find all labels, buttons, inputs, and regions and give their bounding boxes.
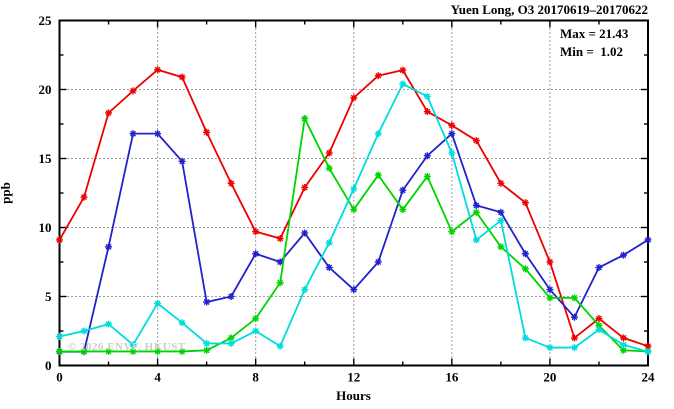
series-day-2-blue	[56, 130, 652, 356]
series-day-4-cyan-markers	[56, 80, 652, 356]
min-value-label: Min = 1.02	[560, 43, 624, 59]
series-day-3-green-markers	[56, 114, 652, 355]
y-tick-label: 5	[45, 289, 52, 304]
series-day-3-green	[56, 114, 652, 355]
x-tick-label: 0	[56, 370, 63, 385]
y-tick-label: 15	[39, 151, 53, 166]
maxmin-annotation: Max = 21.43 Min = 1.02	[560, 25, 628, 60]
series-day-4-cyan-line	[59, 82, 649, 353]
y-tick-label: 20	[39, 82, 52, 97]
watermark: © 2026 ENVF, HKUST	[68, 341, 186, 353]
series-day-1-red	[56, 66, 652, 350]
x-tick-label: 4	[154, 370, 161, 385]
x-tick-label: 24	[642, 370, 656, 385]
x-tick-label: 8	[252, 370, 259, 385]
series-day-4-cyan	[56, 80, 652, 356]
x-tick-label: 20	[543, 370, 556, 385]
y-tick-label: 25	[39, 13, 53, 28]
axis-ticks	[58, 19, 649, 367]
y-tick-label: 0	[45, 358, 52, 373]
y-tick-label: 10	[39, 220, 52, 235]
y-axis-label: ppb	[0, 182, 13, 204]
x-axis-label: Hours	[336, 388, 371, 403]
chart-title: Yuen Long, O3 20170619–20170622	[450, 2, 648, 17]
gridlines	[59, 20, 648, 366]
series-day-1-red-markers	[56, 66, 652, 350]
x-tick-label: 16	[445, 370, 459, 385]
x-tick-label: 12	[347, 370, 360, 385]
max-value-label: Max = 21.43	[560, 26, 629, 41]
tick-labels: 0 4 8 12 16 20 24 0 5 10 15 20 25	[39, 13, 656, 385]
series-day-2-blue-markers	[56, 130, 652, 356]
